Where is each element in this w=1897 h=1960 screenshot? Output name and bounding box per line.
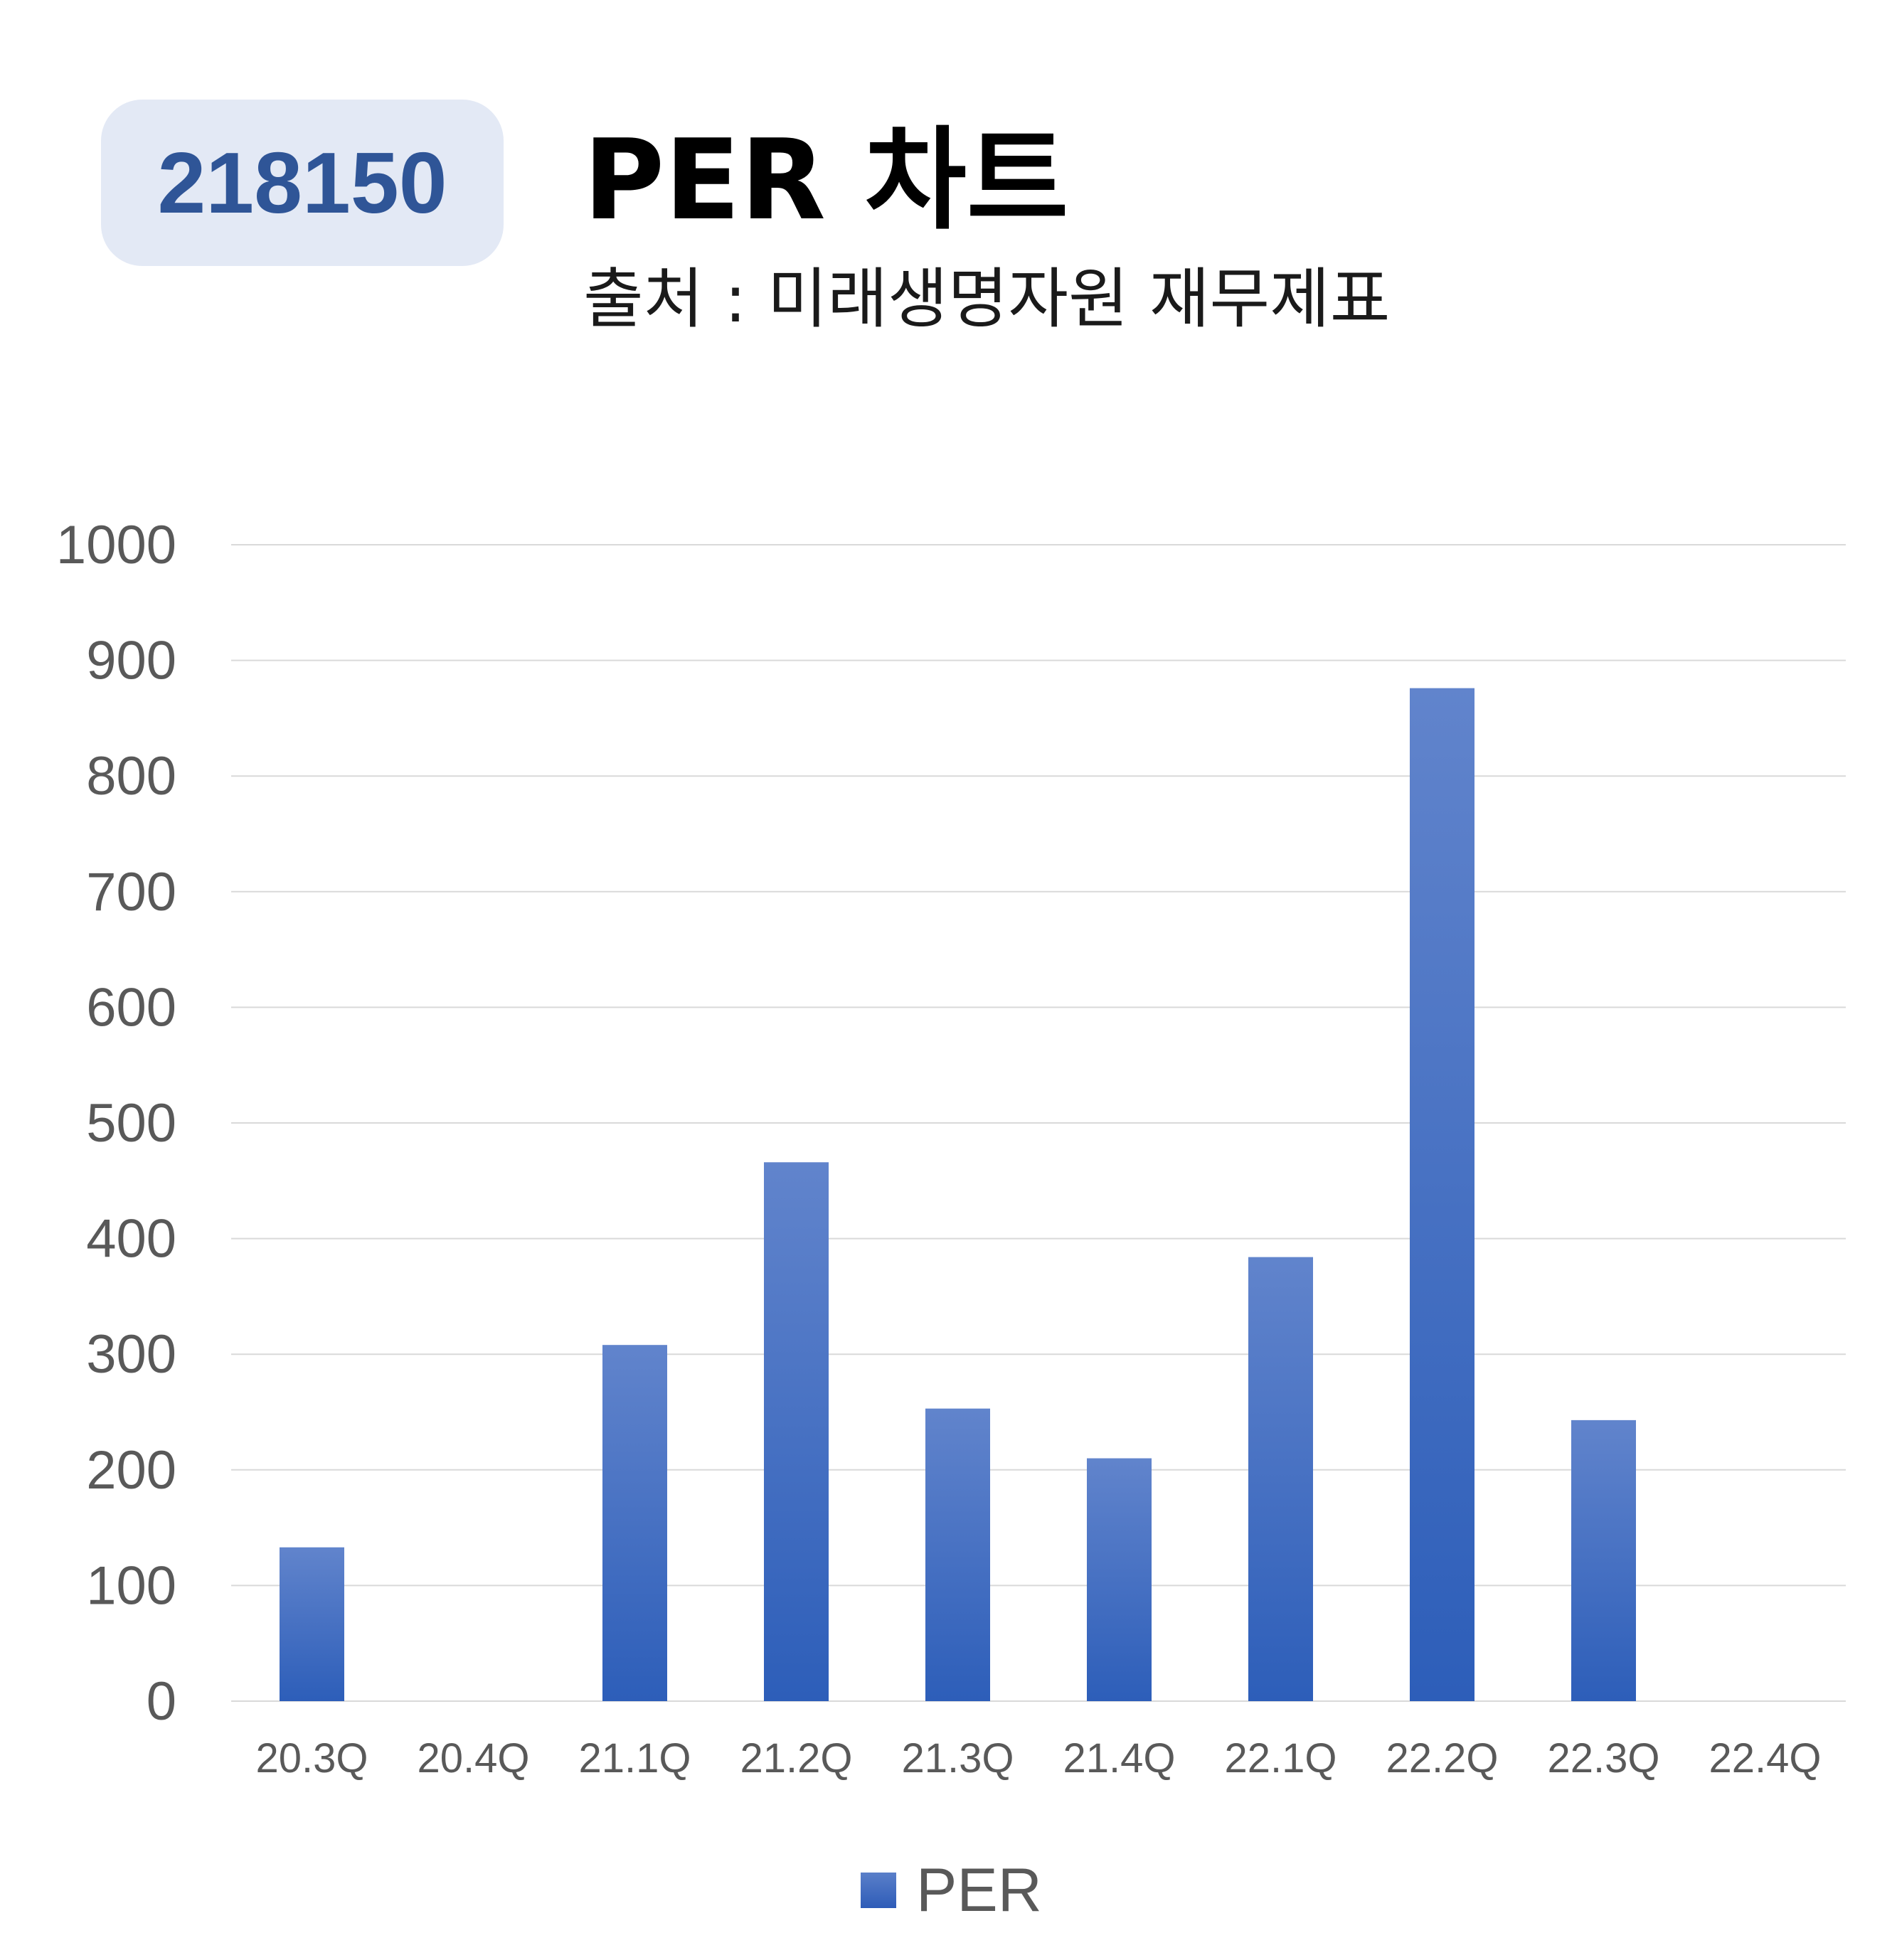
y-tick-label: 300 <box>86 1324 176 1385</box>
bars <box>280 688 1636 1701</box>
x-tick-label: 22.3Q <box>1548 1735 1660 1781</box>
x-tick-label: 22.2Q <box>1386 1735 1499 1781</box>
x-tick-label: 21.2Q <box>740 1735 853 1781</box>
x-tick-label: 20.3Q <box>256 1735 368 1781</box>
x-tick-label: 22.1Q <box>1225 1735 1337 1781</box>
chart-title: PER 차트 <box>583 115 1069 245</box>
bar-21.2Q <box>764 1162 829 1701</box>
y-tick-label: 0 <box>147 1671 176 1732</box>
x-tick-label: 22.4Q <box>1709 1735 1822 1781</box>
legend-label: PER <box>916 1856 1042 1924</box>
y-tick-label: 800 <box>86 746 176 806</box>
x-axis-ticks: 20.3Q 20.4Q 21.1Q 21.2Q 21.3Q 21.4Q 22.1Q 22.2Q… <box>256 1735 1822 1781</box>
x-tick-label: 21.4Q <box>1063 1735 1176 1781</box>
bar-22.2Q <box>1410 688 1474 1701</box>
legend: PER <box>861 1860 1042 1921</box>
y-tick-label: 900 <box>86 631 176 691</box>
x-tick-label: 21.1Q <box>579 1735 691 1781</box>
x-tick-label: 20.4Q <box>418 1735 530 1781</box>
y-tick-label: 700 <box>86 862 176 922</box>
y-tick-label: 400 <box>86 1209 176 1269</box>
legend-swatch <box>861 1873 896 1908</box>
y-tick-label: 600 <box>86 977 176 1038</box>
bar-21.1Q <box>602 1345 667 1701</box>
bar-22.1Q <box>1248 1257 1313 1701</box>
chart-subtitle: 출처 : 미래생명자원 재무제표 <box>583 261 1391 337</box>
y-tick-label: 500 <box>86 1093 176 1154</box>
y-axis-ticks: 0 100 200 300 400 500 600 700 800 900 1000 <box>56 515 176 1732</box>
bar-20.3Q <box>280 1547 344 1701</box>
stock-code-badge: 218150 <box>101 100 504 266</box>
y-tick-label: 1000 <box>56 515 176 575</box>
bar-21.3Q <box>925 1408 990 1701</box>
y-tick-label: 200 <box>86 1440 176 1501</box>
y-tick-label: 100 <box>86 1555 176 1616</box>
x-tick-label: 21.3Q <box>902 1735 1014 1781</box>
bar-21.4Q <box>1087 1458 1152 1701</box>
bar-22.3Q <box>1571 1420 1636 1701</box>
